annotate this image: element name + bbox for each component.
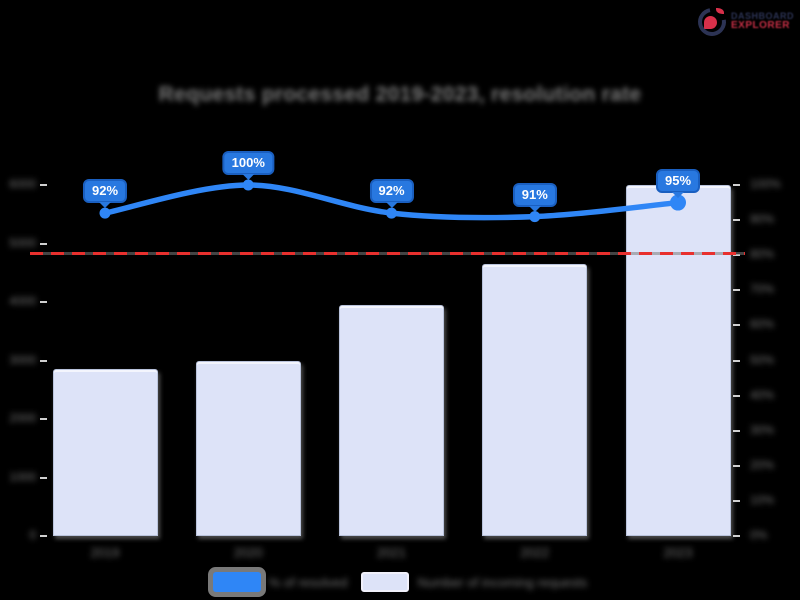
line-datalabel-91%: 91% — [512, 182, 557, 207]
line-datalabel-92%: 92% — [369, 179, 414, 204]
legend-label-line: % of resolved — [268, 574, 348, 590]
y-axis-left-tick-label: 5000 — [9, 235, 36, 250]
logo-red-leaf — [716, 8, 724, 14]
y-axis-right-tick-label: 60% — [750, 317, 775, 332]
brand-logo-text: DASHBOARD EXPLORER — [731, 11, 794, 32]
x-axis-label-2023: 2023 — [663, 545, 693, 560]
legend-swatch-line — [212, 572, 261, 592]
y-axis-right-tick-label: 100% — [750, 177, 781, 191]
y-axis-right-tickmark — [733, 184, 740, 186]
y-axis-right-tickmark — [733, 394, 740, 397]
y-axis-right-tickmark — [733, 499, 740, 502]
logo-red-dot — [704, 16, 717, 29]
legend-item-line-series[interactable]: % of resolved — [212, 572, 348, 592]
y-axis-right-tick-label: 20% — [750, 457, 775, 472]
line-datalabel-100%: 100% — [222, 151, 274, 175]
bar-2020[interactable] — [195, 360, 301, 536]
y-axis-right-tick-label: 30% — [750, 422, 775, 437]
x-axis-label-2019: 2019 — [90, 545, 120, 560]
y-axis-right-tick-label: 40% — [750, 387, 775, 402]
legend-item-bar-series[interactable]: Number of incoming requests — [361, 572, 587, 592]
brand-logo: DASHBOARD EXPLORER — [692, 2, 794, 42]
bar-2019[interactable] — [52, 369, 158, 536]
line-datalabel-92%: 92% — [82, 179, 128, 204]
line-point[interactable] — [242, 179, 254, 191]
y-axis-left-tickmark — [40, 359, 47, 362]
line-point[interactable] — [529, 211, 541, 223]
brand-name-line2: EXPLORER — [731, 20, 791, 32]
y-axis-left-tick-label: 3000 — [9, 352, 36, 367]
y-axis-left-tick-label: 2000 — [9, 411, 36, 425]
chart-title: Requests processed 2019-2023, resolution… — [158, 83, 642, 106]
legend-swatch-bar — [361, 572, 410, 592]
y-axis-left-tickmark — [40, 242, 47, 245]
y-axis-right-tickmark — [733, 429, 740, 432]
threshold-line-80pct — [30, 252, 745, 256]
y-axis-right-tickmark — [733, 464, 740, 467]
legend-label-bar: Number of incoming requests — [417, 574, 588, 590]
y-axis-left-tick-label: 4000 — [9, 294, 36, 308]
y-axis-right-tickmark — [733, 289, 740, 292]
x-axis-label-2021: 2021 — [377, 545, 406, 560]
y-axis-right-tickmark — [733, 359, 740, 362]
line-point[interactable] — [386, 207, 397, 219]
y-axis-right-tick-label: 90% — [750, 212, 775, 227]
brand-name-line1: DASHBOARD — [731, 11, 794, 22]
y-axis-right-tickmark — [733, 324, 740, 327]
y-axis-right-tick-label: 50% — [750, 352, 775, 367]
y-axis-right-tick-label: 0% — [750, 528, 768, 542]
y-axis-right-tickmark — [733, 219, 740, 222]
y-axis-left-tickmark — [40, 476, 47, 479]
line-point[interactable] — [99, 207, 111, 219]
y-axis-left-tickmark — [40, 301, 47, 303]
y-axis-left-tickmark — [40, 535, 47, 537]
x-axis-label-2020: 2020 — [233, 545, 263, 560]
bar-2021[interactable] — [339, 304, 444, 536]
x-axis-label-2022: 2022 — [520, 545, 550, 560]
y-axis-right-tick-label: 80% — [750, 247, 775, 262]
y-axis-right-tick-label: 10% — [750, 492, 775, 507]
bar-2023[interactable] — [625, 185, 731, 536]
chart-legend: % of resolved Number of incoming request… — [0, 572, 800, 592]
y-axis-right-tickmark — [733, 535, 740, 537]
line-datalabel-95%: 95% — [655, 168, 701, 193]
y-axis-left-tick-label: 0 — [29, 528, 36, 542]
y-axis-left-tickmark — [40, 184, 47, 186]
y-axis-left-tick-label: 6000 — [9, 177, 36, 191]
y-axis-right-tickmark — [733, 254, 740, 257]
brand-logo-icon — [692, 2, 732, 42]
y-axis-right-tick-label: 70% — [750, 282, 775, 297]
y-axis-left-tickmark — [40, 418, 47, 420]
bar-2022[interactable] — [482, 263, 588, 536]
y-axis-left-tick-label: 1000 — [9, 469, 36, 484]
